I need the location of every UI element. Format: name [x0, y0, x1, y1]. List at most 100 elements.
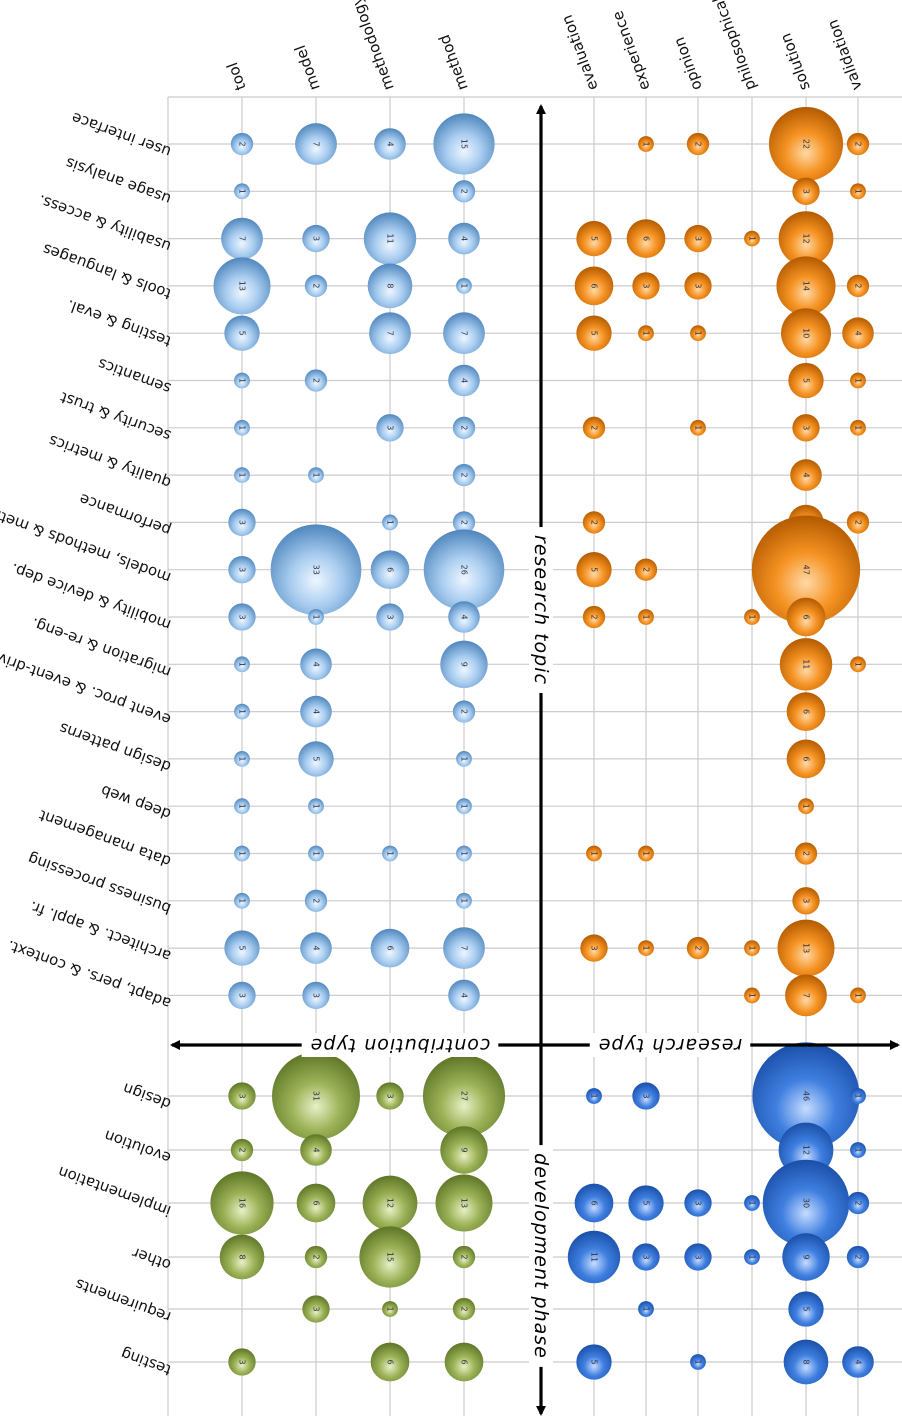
topic-contribution-bubble-adapt-pers-context-tool: [228, 981, 256, 1010]
phase-contribution-value-implementation-model: 6: [312, 1200, 321, 1205]
topic-research-value-data-management-solution: 2: [802, 851, 811, 856]
topic-research-bubble-usability-access-philosophical: [744, 230, 760, 247]
topic-contribution-bubble-performance-method: [452, 511, 476, 534]
development-phase-title: development phase: [530, 1153, 552, 1359]
topic-contribution-bubble-deep-web-method: [456, 798, 472, 815]
phase-contribution-bubble-requirements-method: [452, 1297, 476, 1321]
topic-contribution-value-usability-access-methodology: 11: [386, 234, 395, 244]
phase-contribution-bubble-implementation-tool: [210, 1171, 274, 1235]
topic-research-bubble-security-trust-solution: [792, 414, 820, 442]
phase-research-value-design-solution: 46: [802, 1091, 811, 1101]
topic-contribution-value-adapt-pers-context-model: 3: [312, 993, 321, 998]
topic-research-bubble-adapt-pers-context-solution: [785, 974, 827, 1017]
topic-contribution-bubble-architect-appl-fr-methodology: [370, 928, 410, 968]
topic-contribution-bubble-design-patterns-model: [298, 741, 334, 777]
topic-contribution-value-event-proc-event-driven-syst-model: 4: [312, 709, 321, 714]
topic-research-value-performance-validation: 2: [854, 520, 863, 525]
topic-research-bubble-quality-metrics-solution: [790, 459, 822, 491]
phase-research-value-testing-opinion: 1: [694, 1359, 703, 1364]
topic-contribution-bubble-mobility-device-dep-model: [308, 609, 324, 625]
topic-contribution-value-architect-appl-fr-methodology: 6: [386, 946, 395, 951]
topic-research-value-models-methods-methodologies-experience: 2: [642, 567, 651, 572]
topic-contribution-bubble-usage-analysis-tool: [234, 183, 250, 200]
topic-research-bubble-performance-validation: [846, 511, 870, 534]
topic-contribution-value-security-trust-tool: 1: [238, 425, 247, 430]
contribution-type-label-method: method: [435, 32, 472, 93]
topic-contribution-value-data-management-model: 1: [312, 851, 321, 856]
topic-research-value-adapt-pers-context-validation: 1: [854, 993, 863, 998]
phase-contribution-value-other-model: 2: [312, 1254, 321, 1259]
phase-research-bubble-implementation-evaluation: [574, 1183, 614, 1223]
topic-contribution-bubble-data-management-methodology: [382, 845, 398, 862]
topic-contribution-bubble-deep-web-tool: [234, 798, 250, 815]
contribution-type-title: contribution type: [310, 1034, 491, 1056]
topic-contribution-bubble-deep-web-model: [308, 798, 324, 815]
topic-research-bubble-architect-appl-fr-evaluation: [580, 934, 608, 962]
topic-research-value-user-interface-experience: 1: [642, 141, 651, 146]
phase-research-value-design-validation: 1: [854, 1093, 863, 1098]
phase-contribution-value-other-method: 2: [460, 1254, 469, 1259]
topic-contribution-value-performance-tool: 3: [238, 520, 247, 525]
topic-research-value-testing-eval-evaluation: 5: [590, 331, 599, 336]
phase-contribution-bubble-design-model: [272, 1052, 360, 1140]
topic-research-bubble-tools-languages-solution: [776, 256, 836, 316]
topic-research-value-migration-re-eng-solution: 11: [802, 659, 811, 669]
research-topic-label-testing-eval: testing & eval.: [64, 296, 173, 350]
topic-contribution-value-usability-access-tool: 7: [238, 236, 247, 241]
phase-research-value-other-opinion: 3: [694, 1254, 703, 1259]
topic-contribution-bubble-usage-analysis-method: [452, 180, 476, 203]
phase-contribution-bubble-testing-method: [444, 1342, 484, 1382]
topic-contribution-bubble-semantics-method: [448, 364, 480, 397]
topic-contribution-bubble-business-processing-tool: [234, 892, 250, 909]
phase-contribution-value-requirements-model: 3: [312, 1306, 321, 1311]
topic-contribution-bubble-testing-eval-method: [443, 312, 485, 355]
phase-research-bubble-testing-evaluation: [576, 1344, 612, 1380]
topic-contribution-bubble-mobility-device-dep-methodology: [376, 603, 404, 631]
topic-research-value-usability-access-opinion: 3: [694, 236, 703, 241]
topic-research-value-usage-analysis-validation: 1: [854, 189, 863, 194]
topic-contribution-value-semantics-tool: 1: [238, 378, 247, 383]
research-topic-label-security-trust: security & trust: [58, 388, 174, 445]
phase-research-bubble-design-solution: [752, 1042, 860, 1150]
phase-contribution-bubble-other-method: [452, 1245, 476, 1269]
phase-contribution-value-requirements-method: 2: [460, 1306, 469, 1311]
research-type-label-evaluation: evaluation: [558, 12, 602, 92]
phase-research-bubble-other-solution: [782, 1233, 830, 1281]
topic-research-value-testing-eval-solution: 10: [802, 328, 811, 338]
topic-contribution-bubble-migration-re-eng-method: [440, 640, 488, 688]
topic-research-bubble-testing-eval-opinion: [690, 325, 706, 342]
topic-contribution-bubble-tools-languages-model: [304, 274, 328, 298]
phase-contribution-value-testing-tool: 3: [238, 1359, 247, 1364]
topic-contribution-bubble-design-patterns-method: [456, 751, 472, 767]
topic-contribution-value-architect-appl-fr-method: 7: [460, 946, 469, 951]
topic-contribution-value-quality-metrics-model: 1: [312, 473, 321, 478]
topic-contribution-value-migration-re-eng-model: 4: [312, 662, 321, 667]
topic-contribution-value-design-patterns-tool: 1: [238, 756, 247, 761]
topic-research-bubble-mobility-device-dep-evaluation: [582, 605, 606, 629]
phase-research-value-design-experience: 3: [642, 1093, 651, 1098]
phase-research-bubble-testing-solution: [783, 1339, 829, 1385]
phase-contribution-value-testing-methodology: 6: [386, 1359, 395, 1364]
phase-research-bubble-evolution-validation: [850, 1142, 866, 1158]
topic-research-bubble-architect-appl-fr-solution: [777, 919, 835, 977]
topic-contribution-bubble-models-methods-methodologies-methodology: [370, 550, 410, 590]
phase-research-bubble-implementation-opinion: [684, 1189, 712, 1217]
topic-research-bubble-testing-eval-evaluation: [576, 315, 612, 351]
topic-research-bubble-usability-access-evaluation: [576, 220, 612, 257]
topic-contribution-value-usage-analysis-method: 2: [460, 189, 469, 194]
topic-contribution-bubble-adapt-pers-context-method: [448, 979, 480, 1012]
topic-contribution-bubble-data-management-tool: [234, 845, 250, 862]
topic-research-value-tools-languages-evaluation: 6: [590, 283, 599, 288]
research-type-label-validation: validation: [824, 17, 866, 93]
phase-contribution-value-other-tool: 8: [238, 1254, 247, 1259]
topic-research-bubble-security-trust-validation: [850, 419, 866, 436]
topic-research-value-user-interface-opinion: 2: [694, 141, 703, 146]
topic-research-value-security-trust-solution: 3: [802, 425, 811, 430]
research-type-label-solution: solution: [777, 31, 814, 93]
topic-research-bubble-adapt-pers-context-validation: [850, 987, 866, 1004]
topic-research-bubble-event-proc-event-driven-syst-solution: [786, 692, 826, 731]
topic-contribution-bubble-migration-re-eng-tool: [234, 656, 250, 673]
topic-research-value-usability-access-evaluation: 5: [590, 236, 599, 241]
topic-contribution-bubble-testing-eval-methodology: [369, 312, 411, 355]
phase-research-value-requirements-solution: 5: [802, 1306, 811, 1311]
